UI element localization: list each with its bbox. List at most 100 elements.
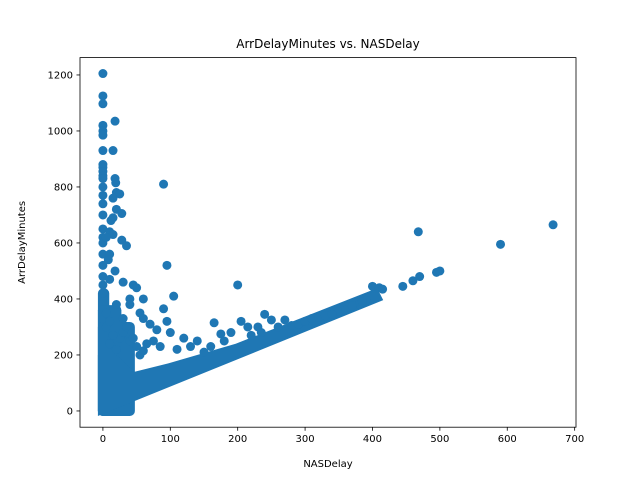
data-point	[98, 69, 108, 79]
data-point	[98, 288, 108, 298]
y-tick-label: 200	[54, 350, 73, 361]
data-point	[320, 311, 330, 321]
data-point	[357, 297, 367, 307]
data-point	[233, 280, 243, 290]
data-point	[98, 91, 108, 101]
data-point	[165, 328, 175, 338]
data-point	[132, 342, 142, 352]
data-point	[98, 272, 108, 282]
data-point	[98, 190, 108, 200]
data-point	[236, 316, 246, 326]
data-point	[101, 232, 111, 242]
data-point	[307, 314, 317, 324]
data-point	[98, 146, 108, 156]
data-point	[98, 210, 108, 220]
data-point	[169, 291, 179, 301]
data-point	[108, 230, 118, 240]
data-point	[117, 209, 127, 219]
data-point	[132, 283, 142, 293]
data-point	[226, 328, 236, 338]
data-point	[122, 322, 131, 332]
data-point	[111, 344, 121, 354]
data-point	[408, 276, 418, 286]
data-point	[256, 328, 266, 338]
data-point	[138, 346, 148, 356]
data-point	[106, 216, 116, 226]
data-point	[327, 309, 337, 319]
data-point	[105, 274, 115, 284]
y-tick-label: 600	[54, 238, 73, 249]
data-point	[111, 178, 121, 188]
data-point	[105, 316, 115, 326]
data-point	[287, 321, 297, 331]
y-tick-label: 1000	[48, 126, 73, 137]
y-axis: 0 200 400 600 800 1000 1200	[48, 70, 80, 417]
data-point	[398, 281, 408, 291]
data-point	[415, 272, 425, 282]
x-tick-label: 500	[430, 434, 449, 445]
data-point	[260, 309, 270, 319]
data-point	[378, 284, 388, 294]
x-tick-label: 0	[100, 434, 106, 445]
x-tick-label: 400	[363, 434, 382, 445]
data-marks	[97, 69, 558, 416]
data-point	[98, 199, 108, 209]
data-point	[172, 344, 182, 354]
data-point	[280, 315, 290, 325]
data-point	[314, 312, 324, 322]
data-point	[98, 280, 108, 290]
data-point	[192, 336, 202, 346]
data-point	[162, 260, 172, 270]
data-point	[367, 281, 377, 291]
plot-frame	[79, 57, 577, 428]
x-tick-label: 600	[498, 434, 517, 445]
data-point	[334, 307, 344, 317]
x-tick-label: 200	[228, 434, 247, 445]
data-point	[145, 319, 155, 329]
data-point	[111, 300, 121, 310]
data-point	[273, 322, 283, 332]
data-point	[435, 266, 445, 276]
data-point	[103, 255, 113, 265]
data-point	[142, 339, 152, 349]
data-point	[496, 239, 506, 249]
data-point	[101, 308, 111, 318]
data-point	[138, 314, 148, 324]
data-point	[118, 314, 128, 324]
data-point	[115, 189, 125, 199]
data-point	[108, 193, 118, 203]
data-point	[162, 316, 172, 326]
y-tick-label: 800	[54, 182, 73, 193]
data-point	[548, 220, 558, 230]
data-point	[179, 333, 189, 343]
data-point	[98, 249, 108, 259]
data-point	[108, 146, 118, 156]
data-point	[98, 182, 108, 192]
data-point	[122, 241, 131, 251]
data-point	[300, 316, 310, 326]
data-point	[128, 333, 138, 343]
data-point	[219, 336, 229, 346]
data-point	[216, 329, 226, 339]
data-point	[118, 277, 128, 287]
data-point	[98, 174, 108, 184]
data-point	[347, 301, 357, 311]
data-point	[152, 325, 162, 335]
data-point	[148, 336, 158, 346]
data-point	[155, 342, 165, 352]
data-point	[98, 130, 108, 140]
x-axis: 0 100 200 300 400 500 600 700	[100, 427, 584, 445]
x-tick-label: 700	[565, 434, 584, 445]
data-point	[110, 266, 120, 276]
y-tick-label: 400	[54, 294, 73, 305]
data-point	[199, 347, 209, 357]
data-point	[125, 300, 135, 310]
data-point	[98, 260, 108, 270]
data-point	[341, 305, 351, 315]
x-tick-label: 100	[161, 434, 180, 445]
data-point	[98, 224, 108, 234]
data-point	[98, 99, 108, 109]
data-point	[243, 322, 253, 332]
